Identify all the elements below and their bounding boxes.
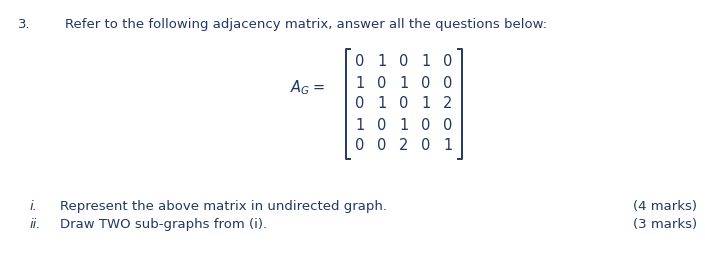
Text: 0: 0 [443,76,453,91]
Text: 0: 0 [355,97,364,112]
Text: 0: 0 [422,139,431,153]
Text: 0: 0 [422,76,431,91]
Text: Draw TWO sub-graphs from (i).: Draw TWO sub-graphs from (i). [60,218,267,231]
Text: 0: 0 [422,118,431,132]
Text: (3 marks): (3 marks) [633,218,697,231]
Text: 0: 0 [443,118,453,132]
Text: 1: 1 [355,76,364,91]
Text: 1: 1 [443,139,453,153]
Text: 0: 0 [377,139,386,153]
Text: $A_G =$: $A_G =$ [290,79,324,97]
Text: 1: 1 [399,118,409,132]
Text: 0: 0 [399,54,409,70]
Text: 1: 1 [422,54,431,70]
Text: 0: 0 [377,76,386,91]
Text: Represent the above matrix in undirected graph.: Represent the above matrix in undirected… [60,200,387,213]
Text: 1: 1 [399,76,409,91]
Text: i.: i. [30,200,38,213]
Text: (4 marks): (4 marks) [633,200,697,213]
Text: 0: 0 [399,97,409,112]
Text: 2: 2 [399,139,409,153]
Text: 1: 1 [377,54,386,70]
Text: ii.: ii. [30,218,42,231]
Text: 3.: 3. [18,18,30,31]
Text: 1: 1 [355,118,364,132]
Text: 1: 1 [377,97,386,112]
Text: 1: 1 [422,97,431,112]
Text: 0: 0 [355,139,364,153]
Text: 0: 0 [355,54,364,70]
Text: 0: 0 [377,118,386,132]
Text: 2: 2 [443,97,453,112]
Text: Refer to the following adjacency matrix, answer all the questions below:: Refer to the following adjacency matrix,… [65,18,547,31]
Text: 0: 0 [443,54,453,70]
